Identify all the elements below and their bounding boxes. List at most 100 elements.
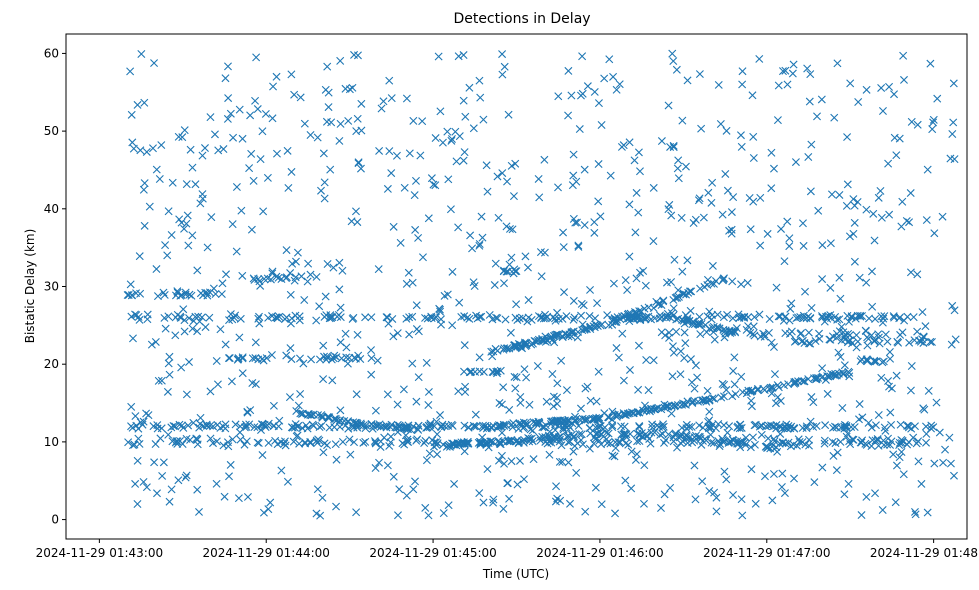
- detection-point: [681, 339, 690, 348]
- detection-point: [318, 412, 327, 421]
- detection-point: [737, 280, 746, 289]
- detection-point: [348, 83, 357, 92]
- detection-point: [592, 397, 601, 406]
- detection-point: [811, 337, 820, 346]
- detection-point: [411, 477, 420, 486]
- detection-point: [919, 333, 928, 342]
- detection-point: [483, 465, 492, 474]
- detection-point: [382, 313, 391, 322]
- detection-point: [704, 188, 713, 197]
- detection-point: [559, 228, 568, 237]
- detection-point: [284, 183, 293, 192]
- detection-point: [335, 258, 344, 267]
- detection-point: [456, 439, 465, 448]
- detection-point: [686, 355, 695, 364]
- detection-point: [434, 52, 443, 61]
- detection-point: [710, 335, 719, 344]
- detection-point: [922, 438, 931, 447]
- detection-point: [401, 431, 410, 440]
- detection-point: [157, 376, 166, 385]
- detection-point: [136, 146, 145, 155]
- detection-point: [209, 422, 218, 431]
- detection-point: [259, 508, 268, 517]
- detection-point: [784, 380, 793, 389]
- detection-point: [354, 158, 363, 167]
- detection-point: [800, 377, 809, 386]
- detection-point: [596, 422, 605, 431]
- detection-point: [252, 53, 261, 62]
- detection-point: [443, 127, 452, 136]
- detection-point: [554, 92, 563, 101]
- detection-point: [918, 308, 927, 317]
- detection-point: [371, 439, 380, 448]
- detection-point: [242, 437, 251, 446]
- detection-point: [475, 353, 484, 362]
- detection-point: [234, 494, 243, 503]
- detection-point: [179, 305, 188, 314]
- detection-point: [777, 224, 786, 233]
- detection-point: [673, 443, 682, 452]
- detection-point: [668, 342, 677, 351]
- detection-point: [594, 99, 603, 108]
- detection-point: [421, 313, 430, 322]
- detection-point: [188, 163, 197, 172]
- detection-point: [178, 421, 186, 430]
- detection-point: [461, 112, 470, 121]
- detection-point: [272, 72, 281, 81]
- detection-point: [304, 410, 313, 419]
- detection-point: [820, 436, 829, 445]
- detection-point: [455, 298, 464, 307]
- detection-point: [375, 458, 384, 467]
- detection-point: [723, 186, 732, 195]
- detection-point: [665, 328, 674, 337]
- detection-point: [771, 399, 780, 408]
- detection-point: [558, 457, 567, 466]
- detection-point: [367, 354, 376, 363]
- detection-point: [418, 253, 427, 262]
- detection-point: [238, 134, 247, 143]
- detection-point: [950, 306, 959, 315]
- detection-point: [656, 430, 665, 439]
- detection-point: [855, 400, 864, 409]
- detection-point: [168, 178, 177, 187]
- detection-point: [511, 384, 520, 393]
- detection-point: [794, 435, 803, 444]
- detection-point: [802, 422, 811, 431]
- detection-point: [843, 180, 852, 189]
- detection-point: [207, 213, 216, 222]
- detection-point: [870, 236, 879, 245]
- x-tick-label: 2024-11-29 01:48:00: [870, 546, 979, 560]
- detection-point: [868, 302, 877, 311]
- detection-point: [850, 218, 859, 227]
- detection-point: [837, 322, 846, 331]
- detection-point: [779, 424, 788, 433]
- detection-point: [844, 479, 853, 488]
- detection-point: [567, 332, 576, 341]
- detection-point: [471, 410, 480, 419]
- detection-point: [678, 267, 687, 276]
- detection-point: [880, 440, 889, 449]
- detection-point: [484, 443, 493, 452]
- detection-point: [385, 76, 394, 85]
- detection-point: [181, 473, 190, 482]
- detection-point: [609, 72, 618, 81]
- detection-point: [228, 315, 237, 324]
- detection-point: [520, 475, 529, 484]
- detection-point: [916, 337, 925, 346]
- detection-point: [326, 313, 335, 322]
- detection-point: [410, 191, 419, 200]
- detection-point: [580, 221, 589, 230]
- detection-point: [832, 329, 841, 338]
- detection-point: [165, 497, 174, 506]
- detection-point: [712, 507, 721, 516]
- detection-point: [836, 423, 845, 432]
- detection-point: [282, 246, 291, 255]
- detection-point: [332, 416, 341, 425]
- detection-point: [478, 439, 487, 447]
- detection-point: [202, 421, 211, 430]
- detection-point: [789, 423, 798, 432]
- detection-point: [845, 232, 854, 241]
- detection-point: [153, 424, 162, 433]
- detection-point: [625, 200, 634, 209]
- detection-point: [890, 133, 899, 142]
